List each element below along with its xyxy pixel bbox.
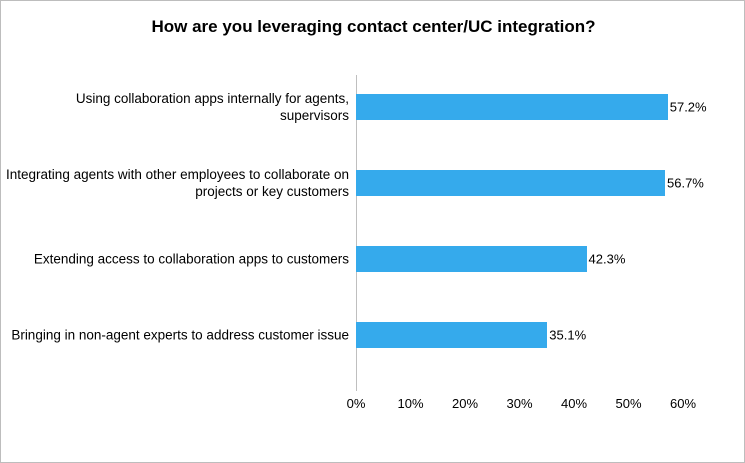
bar (356, 246, 587, 272)
x-tick-label: 20% (451, 396, 479, 411)
y-tick-label: Bringing in non-agent experts to address… (11, 327, 349, 343)
bar (356, 94, 668, 120)
value-label: 56.7% (667, 175, 704, 191)
bar (356, 322, 548, 348)
x-tick-label: 40% (560, 396, 588, 411)
x-tick-label: 60% (669, 396, 697, 411)
y-tick-label: Extending access to collaboration apps t… (33, 251, 349, 267)
x-tick-label: 30% (506, 396, 533, 411)
value-label: 57.2% (669, 99, 707, 115)
chart-title: How are you leveraging contact center/UC… (151, 17, 596, 36)
bar (356, 170, 665, 196)
x-tick-label: 50% (615, 396, 642, 411)
y-tick-label: Using collaboration apps internally for … (75, 91, 349, 123)
y-tick-label: Integrating agents with other employees … (6, 167, 349, 199)
value-label: 35.1% (549, 327, 587, 343)
axis-line (356, 75, 357, 391)
x-tick-label: 10% (397, 396, 424, 411)
value-label: 42.3% (588, 251, 626, 267)
x-tick-label: 0% (346, 396, 366, 411)
